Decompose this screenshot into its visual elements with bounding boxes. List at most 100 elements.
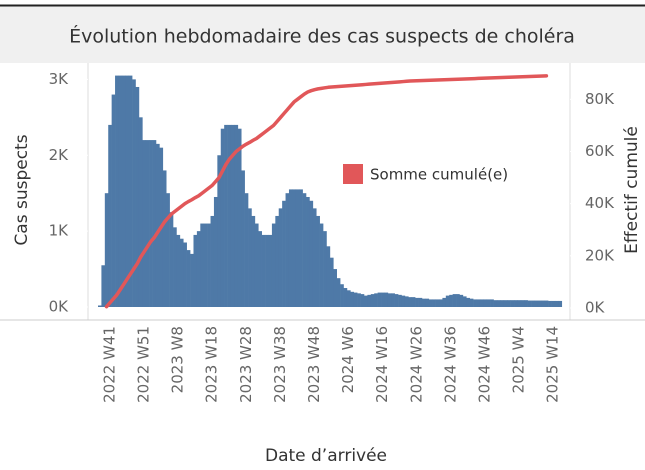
- bar: [278, 208, 283, 307]
- bar: [387, 293, 392, 307]
- bar: [173, 227, 177, 307]
- bar: [411, 297, 416, 307]
- bar: [135, 86, 140, 307]
- bar: [299, 189, 303, 307]
- x-tick-label: 2022 W41: [100, 326, 118, 403]
- bar: [517, 300, 522, 307]
- bar: [312, 208, 317, 307]
- bar: [316, 215, 320, 307]
- bar: [490, 299, 494, 307]
- x-tick-label: 2024 W26: [407, 326, 425, 403]
- bar: [319, 223, 324, 307]
- bar: [329, 257, 334, 307]
- x-tick-label: 2023 W28: [237, 326, 255, 403]
- bar: [346, 290, 351, 307]
- bar: [452, 294, 457, 307]
- bar: [398, 294, 402, 307]
- bar: [503, 300, 508, 307]
- bar: [155, 143, 160, 307]
- bar: [220, 128, 225, 307]
- bar: [459, 294, 464, 307]
- bar: [275, 215, 280, 307]
- chart-title: Évolution hebdomadaire des cas suspects …: [69, 25, 575, 48]
- bar: [486, 299, 491, 307]
- title-band: [0, 5, 645, 63]
- bar: [445, 295, 450, 307]
- bar: [282, 200, 286, 307]
- y2-axis-label: Effectif cumulé: [622, 126, 642, 254]
- bar: [473, 299, 477, 307]
- bar: [285, 193, 290, 307]
- bar: [462, 296, 467, 307]
- bar: [548, 300, 552, 307]
- bar: [514, 300, 518, 307]
- bar: [104, 193, 109, 307]
- bar: [132, 79, 136, 307]
- bar: [190, 253, 194, 307]
- bar: [176, 234, 181, 307]
- x-tick-label: 2023 W48: [305, 326, 323, 403]
- bar: [340, 284, 344, 307]
- bar: [360, 294, 365, 307]
- bar: [483, 299, 488, 307]
- x-tick-label: 2023 W18: [203, 326, 221, 403]
- bar: [203, 223, 208, 307]
- bar: [408, 297, 413, 307]
- bar: [442, 297, 447, 307]
- bar: [404, 296, 409, 307]
- bar: [394, 294, 399, 307]
- bar: [224, 124, 228, 308]
- bar: [125, 75, 129, 307]
- bar: [162, 170, 167, 307]
- bar: [367, 294, 372, 307]
- bar: [496, 300, 501, 307]
- bar: [292, 189, 297, 307]
- bar: [196, 231, 201, 307]
- bar: [186, 250, 191, 307]
- bar: [302, 193, 307, 307]
- bar: [213, 196, 218, 307]
- bar: [343, 288, 348, 307]
- x-tick-label: 2024 W16: [373, 326, 391, 403]
- bar: [336, 278, 341, 307]
- bar: [493, 300, 498, 307]
- bar: [534, 300, 539, 307]
- bar: [207, 223, 211, 307]
- bar: [271, 223, 276, 307]
- bar: [98, 305, 102, 307]
- bar: [415, 297, 419, 307]
- bar: [152, 140, 157, 307]
- x-axis-label: Date d’arrivée: [265, 446, 387, 466]
- bar: [531, 300, 535, 307]
- bar: [111, 94, 116, 307]
- bar: [381, 292, 385, 307]
- bar: [210, 215, 215, 307]
- bar: [183, 242, 187, 307]
- bar: [295, 189, 300, 307]
- bar: [166, 193, 170, 307]
- bar: [377, 292, 382, 307]
- bar: [391, 293, 395, 307]
- bar: [258, 231, 262, 307]
- bar: [510, 300, 515, 307]
- bar: [418, 297, 423, 307]
- bar: [551, 300, 556, 307]
- legend-label: Somme cumulé(e): [370, 166, 508, 184]
- bar: [374, 293, 378, 307]
- bar: [118, 75, 123, 307]
- bar: [541, 300, 546, 307]
- bar: [128, 75, 133, 307]
- bar: [142, 140, 147, 307]
- bar: [469, 298, 474, 307]
- bar: [149, 140, 153, 307]
- bar: [234, 124, 239, 308]
- bar: [353, 292, 358, 307]
- bar: [432, 299, 436, 307]
- bar: [179, 238, 184, 307]
- legend-swatch: [343, 164, 363, 184]
- bar: [384, 292, 389, 307]
- bar: [435, 299, 440, 307]
- bar: [449, 294, 453, 307]
- y-tick-label: 3K: [49, 70, 70, 88]
